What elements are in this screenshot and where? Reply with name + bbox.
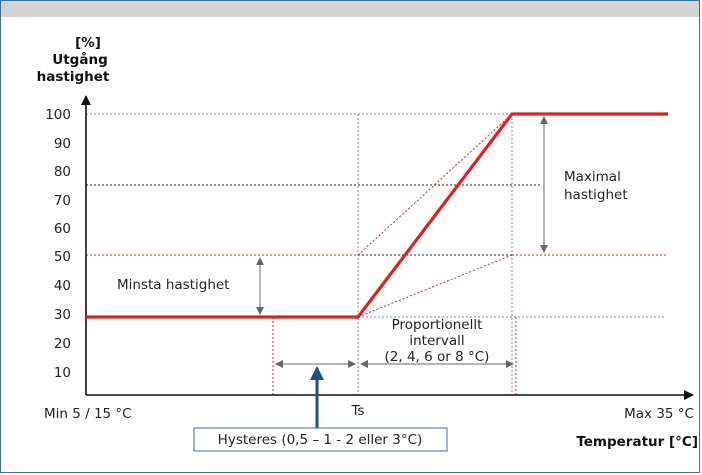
prop-interval-label-line1: Proportionellt	[392, 317, 483, 333]
y-tick-80: 80	[54, 164, 71, 180]
min-speed-label: Minsta hastighet	[117, 277, 229, 293]
x-max-label: Max 35 °C	[624, 406, 694, 422]
fan-line-upper	[357, 113, 513, 256]
hysteresis-box	[193, 427, 448, 452]
y-axis-unit: [%]	[75, 35, 101, 51]
y-tick-40: 40	[54, 278, 71, 294]
y-tick-30: 30	[54, 307, 71, 323]
title-bar	[1, 1, 699, 17]
speed-curve	[86, 112, 668, 319]
y-tick-70: 70	[54, 193, 71, 209]
max-speed-label-line2: hastighet	[564, 187, 628, 203]
y-tick-60: 60	[54, 221, 71, 237]
y-tick-50: 50	[54, 249, 71, 265]
hysteresis-label: Hysteres (0,5 – 1 - 2 eller 3°C)	[218, 432, 423, 448]
y-axis-label-line3: hastighet	[37, 69, 110, 85]
y-tick-20: 20	[54, 336, 71, 352]
x-axis-label: Temperatur [°C]	[576, 434, 698, 450]
x-ts-label: Ts	[350, 403, 364, 419]
y-axis-label-line2: Utgång	[52, 51, 107, 68]
prop-interval-label-line2: intervall	[409, 333, 464, 349]
prop-interval-label-line3: (2, 4, 6 or 8 °C)	[385, 349, 490, 365]
y-tick-100: 100	[45, 107, 71, 123]
y-tick-10: 10	[54, 365, 71, 381]
y-tick-90: 90	[54, 136, 71, 152]
x-min-label: Min 5 / 15 °C	[44, 406, 132, 422]
max-speed-label-line1: Maximal	[564, 169, 621, 185]
